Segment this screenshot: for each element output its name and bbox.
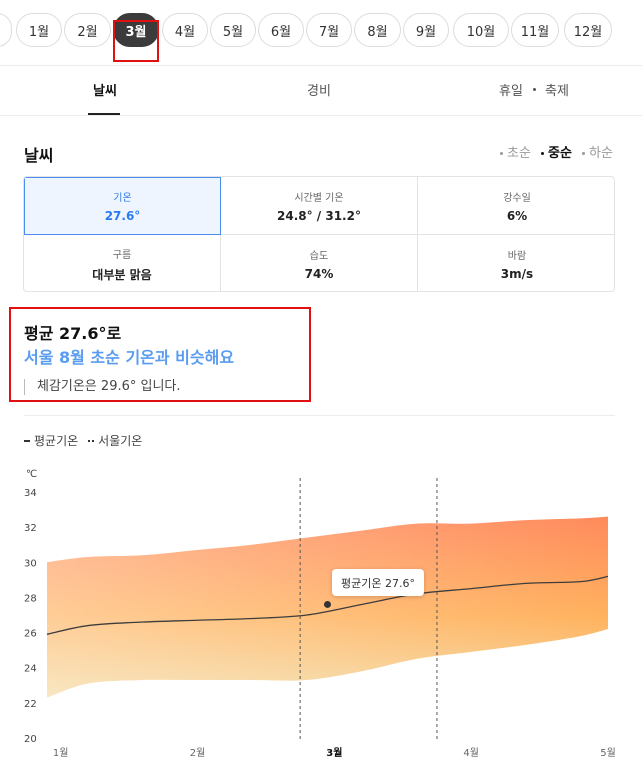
stat-rain-days[interactable]: 강수일 6% [418,177,614,235]
x-tick-label: 1월 [53,747,69,759]
divider [0,65,642,66]
y-unit-label: ℃ [26,469,37,480]
legend-item-seoul[interactable]: 서울기온 [88,432,142,449]
tab-separator-dot [533,88,536,91]
stat-hourly-temperature[interactable]: 시간별 기온 24.8° / 31.2° [221,177,418,235]
y-tick-label: 24 [24,664,37,675]
y-tick-label: 34 [24,488,37,499]
y-tick-label: 28 [24,593,37,604]
dot-icon [582,152,585,155]
period-early[interactable]: 초순 [500,142,531,161]
stat-temperature[interactable]: 기온 27.6° [24,177,221,235]
x-tick-label: 2월 [190,747,206,759]
tab-festival[interactable]: 축제 [545,84,569,99]
stat-value: 74% [304,267,334,281]
stat-value: 27.6° [104,209,141,223]
tab-active-indicator [88,113,120,115]
x-tick-label: 4월 [463,747,479,759]
chart-tooltip: 평균기온 27.6° [332,569,424,596]
x-tick-label: 3월 [326,747,342,759]
current-point-marker[interactable] [324,600,331,608]
weather-stats-grid: 기온 27.6° 시간별 기온 24.8° / 31.2° 강수일 6% 구름 … [23,176,615,292]
temperature-chart: ℃ 34 32 30 28 26 24 22 20 1월 2월 3월 4월 5월 [24,469,616,759]
legend-item-avg[interactable]: 평균기온 [24,432,78,449]
stat-label: 구름 [112,249,132,261]
solid-line-icon [24,439,30,442]
month-chip[interactable]: 9월 [403,13,449,47]
month-chip[interactable]: 8월 [354,13,401,47]
stat-humidity[interactable]: 습도 74% [221,235,418,291]
month-chip[interactable] [0,13,12,47]
dot-icon [500,152,503,155]
tab-holiday[interactable]: 휴일 [499,84,523,99]
stat-label: 시간별 기온 [294,192,344,204]
period-mid[interactable]: 중순 [541,142,572,161]
stat-value: 6% [506,208,528,223]
stat-cloud[interactable]: 구름 대부분 맑음 [24,235,221,291]
month-selector: 1월 2월 3월 4월 5월 6월 7월 8월 9월 10월 11월 12월 [0,13,642,49]
month-chip[interactable]: 5월 [210,13,256,47]
y-tick-label: 22 [24,699,37,710]
dotted-line-icon [88,439,95,442]
month-chip[interactable]: 11월 [511,13,559,47]
month-chip[interactable]: 3월 [113,13,159,47]
month-chip[interactable]: 10월 [453,13,509,47]
summary-comparison: 서울 8월 초순 기온과 비슷해요 [24,348,235,367]
stat-value: 24.8° / 31.2° [277,208,361,223]
y-tick-label: 20 [24,734,37,745]
period-late[interactable]: 하순 [582,142,613,161]
feels-like-note: 체감기온은 29.6° 입니다. [24,379,181,395]
month-chip[interactable]: 2월 [64,13,111,47]
x-tick-label: 5월 [600,747,616,759]
legend-label: 서울기온 [98,434,143,448]
divider [0,115,642,116]
chart-legend: 평균기온 서울기온 [24,432,142,449]
stat-wind[interactable]: 바람 3m/s [418,235,614,291]
stat-label: 바람 [507,251,527,262]
stat-label: 습도 [309,251,329,262]
dot-icon [541,152,544,155]
summary-headline: 평균 27.6°로 [24,324,122,343]
tab-cost[interactable]: 경비 [307,84,331,99]
stat-label: 강수일 [503,192,531,204]
avg-temperature-line [46,575,609,635]
month-chip[interactable]: 12월 [564,13,612,47]
tab-weather[interactable]: 날씨 [93,84,117,99]
legend-label: 평균기온 [34,434,79,448]
y-tick-label: 26 [24,629,37,640]
stat-value: 3m/s [500,267,534,281]
highlight-box-summary [9,307,311,402]
month-chip[interactable]: 1월 [16,13,62,47]
divider [24,415,615,416]
month-chip[interactable]: 4월 [162,13,208,47]
section-title: 날씨 [24,146,54,165]
month-chip[interactable]: 6월 [258,13,304,47]
stat-label: 기온 [113,193,132,204]
y-tick-label: 32 [24,523,37,534]
month-chip[interactable]: 7월 [306,13,352,47]
y-tick-label: 30 [24,558,37,569]
highlight-box-month [113,20,159,62]
stat-value: 대부분 맑음 [92,267,152,282]
